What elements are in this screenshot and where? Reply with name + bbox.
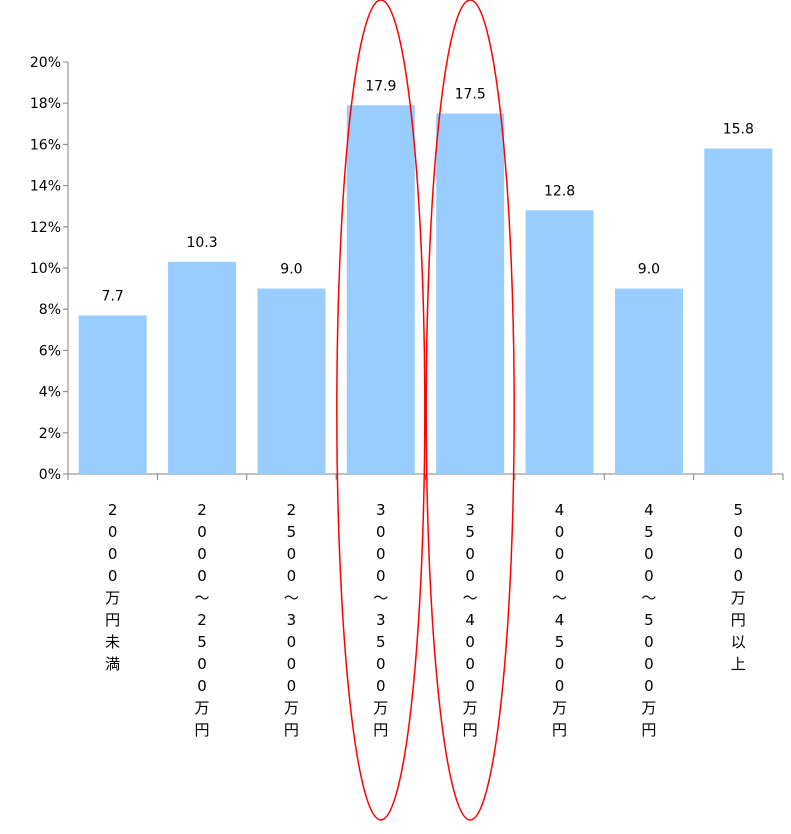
data-label: 15.8: [723, 122, 754, 138]
chart-labels: 7.7 2 0 0 0 万円未満 10.3 2 0 0 0 ～ 2 5 0 0 万円 9.0 2 5 0 0 ～ 3 0 0 0 万円…: [102, 78, 754, 739]
data-label: 9.0: [280, 262, 302, 278]
y-tick-label: 4%: [39, 385, 61, 401]
data-label: 7.7: [102, 288, 124, 304]
bar: [704, 148, 773, 474]
bar: [614, 288, 683, 474]
y-tick-label: 10%: [30, 261, 61, 277]
x-category-label: 3 0 0 0 ～ 3 5 0 0 万円: [373, 501, 388, 739]
y-tick-label: 14%: [30, 179, 61, 195]
bar: [436, 113, 505, 474]
x-category-label: 2 0 0 0 万円未満: [105, 501, 120, 673]
bar: [78, 315, 147, 474]
highlight-ellipse: [425, 0, 515, 821]
chart-highlights: [336, 0, 515, 821]
data-label: 12.8: [544, 183, 575, 199]
x-category-label: 4 0 0 0 ～ 4 5 0 0 万円: [552, 501, 567, 739]
y-tick-label: 18%: [30, 96, 61, 112]
y-tick-label: 2%: [39, 426, 61, 442]
x-category-label: 4 5 0 0 ～ 5 0 0 0 万円: [641, 501, 656, 739]
bar: [346, 105, 415, 474]
y-tick-label: 12%: [30, 220, 61, 236]
chart-axes: 0% 2% 4% 6% 8% 10% 12% 14% 16% 18% 20%: [30, 55, 784, 483]
chart-bars: [78, 105, 773, 474]
x-category-label: 3 5 0 0 ～ 4 0 0 0 万円: [463, 501, 478, 739]
x-category-label: 2 5 0 0 ～ 3 0 0 0 万円: [284, 501, 299, 739]
data-label: 17.5: [455, 87, 486, 103]
y-tick-label: 0%: [39, 467, 61, 483]
y-tick-label: 6%: [39, 343, 61, 359]
x-category-label: 5 0 0 0 万円以上: [731, 501, 746, 673]
y-tick-label: 16%: [30, 137, 61, 153]
bar: [525, 210, 594, 474]
highlight-ellipse: [336, 0, 426, 821]
data-label: 17.9: [365, 78, 396, 94]
x-category-label: 2 0 0 0 ～ 2 5 0 0 万円: [195, 501, 210, 739]
bar: [168, 261, 237, 474]
data-label: 10.3: [186, 235, 217, 251]
y-tick-label: 8%: [39, 302, 61, 318]
data-label: 9.0: [638, 262, 660, 278]
y-tick-label: 20%: [30, 55, 61, 71]
bar: [257, 288, 326, 474]
